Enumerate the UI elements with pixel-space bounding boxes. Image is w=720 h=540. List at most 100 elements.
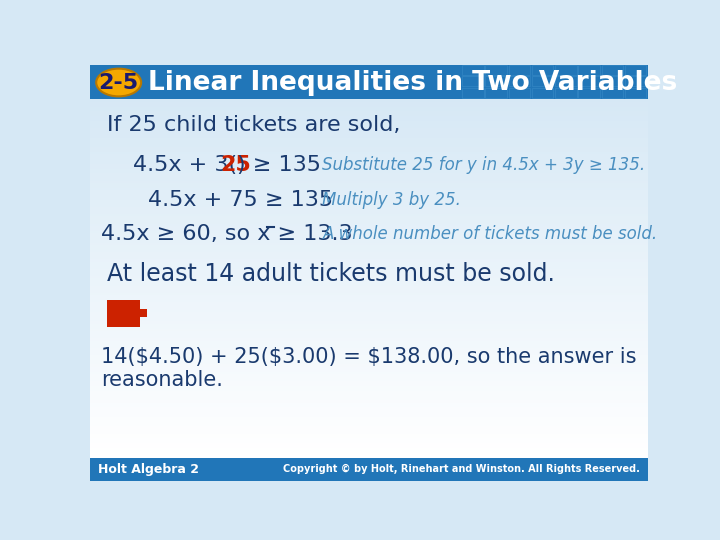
Bar (90, 218, 648, 221)
Bar (90, 338, 648, 341)
Bar (90, 134, 648, 138)
Bar (90, 161, 648, 164)
Bar (648, 88, 670, 98)
Text: 14($4.50) + 25($3.00) = $138.00, so the answer is: 14($4.50) + 25($3.00) = $138.00, so the … (101, 347, 636, 367)
Bar (485, 88, 507, 98)
Bar (532, 76, 554, 86)
Bar (90, 450, 648, 453)
Bar (90, 254, 648, 257)
Bar (90, 452, 648, 455)
Bar (90, 314, 648, 316)
Text: Linear Inequalities in Two Variables: Linear Inequalities in Two Variables (148, 70, 678, 96)
Bar (90, 359, 648, 362)
Bar (90, 197, 648, 200)
Bar (90, 223, 648, 226)
Bar (90, 249, 648, 252)
Bar (90, 437, 648, 441)
Bar (625, 65, 647, 75)
Bar (90, 237, 648, 240)
Bar (90, 192, 648, 195)
Bar (90, 378, 648, 381)
Text: Copyright © by Holt, Rinehart and Winston. All Rights Reserved.: Copyright © by Holt, Rinehart and Winsto… (284, 464, 640, 474)
Bar (90, 266, 648, 269)
Bar (90, 178, 648, 180)
Bar (90, 289, 648, 293)
Bar (90, 201, 648, 205)
Bar (90, 104, 648, 106)
Bar (555, 88, 577, 98)
Bar (578, 76, 600, 86)
Bar (90, 330, 648, 333)
Bar (90, 340, 648, 343)
Bar (90, 447, 648, 450)
Bar (90, 416, 648, 419)
Text: At least 14 adult tickets must be sold.: At least 14 adult tickets must be sold. (107, 262, 555, 286)
Bar (90, 106, 648, 109)
Bar (90, 235, 648, 238)
Bar (90, 457, 648, 481)
Bar (90, 392, 648, 395)
Bar (90, 199, 648, 202)
Bar (90, 328, 648, 331)
Bar (578, 65, 600, 75)
Bar (90, 423, 648, 427)
Bar (90, 120, 648, 123)
Text: 4.5​x + 75 ≥ 135: 4.5​x + 75 ≥ 135 (148, 190, 333, 210)
Bar (90, 230, 648, 233)
Bar (90, 294, 648, 298)
Bar (90, 435, 648, 438)
Bar (90, 132, 648, 135)
Bar (90, 206, 648, 210)
Bar (90, 125, 648, 128)
Bar (90, 151, 648, 154)
Bar (90, 376, 648, 379)
Bar (90, 182, 648, 185)
Bar (90, 299, 648, 302)
Bar (625, 88, 647, 98)
Bar (90, 252, 648, 254)
Bar (90, 278, 648, 281)
Polygon shape (140, 309, 148, 317)
Bar (90, 323, 648, 326)
Bar (90, 373, 648, 376)
Bar (90, 127, 648, 131)
Bar (462, 65, 484, 75)
Bar (90, 306, 648, 309)
Bar (90, 318, 648, 321)
Bar (90, 301, 648, 305)
Bar (90, 402, 648, 405)
Bar (90, 414, 648, 417)
Bar (90, 292, 648, 295)
Bar (90, 204, 648, 207)
Bar (90, 409, 648, 412)
Bar (90, 175, 648, 178)
Bar (90, 280, 648, 284)
Bar (90, 99, 648, 102)
Bar (90, 366, 648, 369)
Bar (90, 368, 648, 372)
Bar (485, 65, 507, 75)
Bar (90, 101, 648, 104)
Bar (90, 247, 648, 250)
Bar (90, 116, 648, 119)
Text: Substitute 25 for y in 4.5x + 3y ≥ 135.: Substitute 25 for y in 4.5x + 3y ≥ 135. (323, 156, 646, 174)
Bar (90, 144, 648, 147)
Bar (601, 76, 624, 86)
Bar (90, 268, 648, 271)
Bar (90, 137, 648, 140)
Bar (90, 194, 648, 197)
Text: Multiply 3 by 25.: Multiply 3 by 25. (323, 191, 462, 208)
Bar (90, 400, 648, 403)
Bar (555, 65, 577, 75)
Bar (90, 356, 648, 360)
Text: 4.5​x + 3(: 4.5​x + 3( (132, 155, 237, 175)
Bar (90, 282, 648, 286)
Bar (90, 390, 648, 393)
Bar (90, 380, 648, 383)
Bar (90, 407, 648, 410)
Bar (648, 65, 670, 75)
Bar (90, 190, 648, 193)
Bar (462, 76, 484, 86)
Bar (90, 454, 648, 457)
Bar (90, 232, 648, 235)
